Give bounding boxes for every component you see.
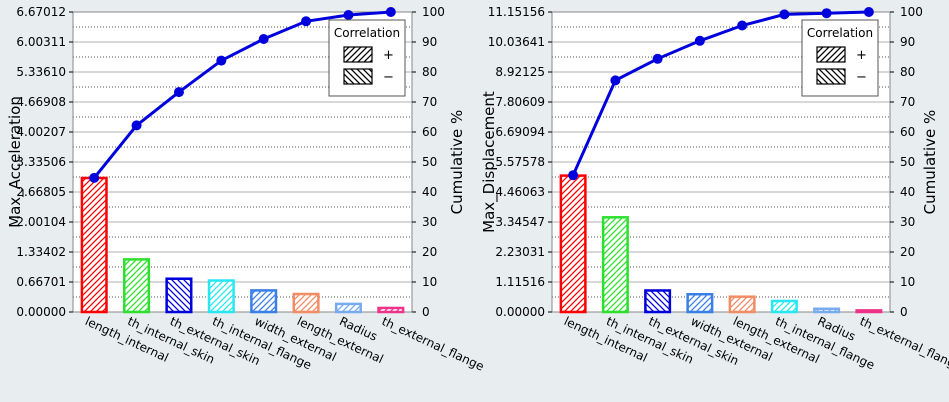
y2-tick-label: 0 [422, 305, 430, 319]
bar-th_internal_flange [207, 279, 235, 314]
y-tick-label: 5.33610 [16, 65, 66, 79]
bar-Radius [813, 307, 841, 314]
y2-tick-label: 40 [422, 185, 437, 199]
y2-tick-label: 50 [422, 155, 437, 169]
y-tick-label: 2.66805 [16, 185, 66, 199]
y-tick-label: 8.92125 [495, 65, 545, 79]
y2-tick-label: 100 [422, 5, 445, 19]
bar-length_internal [559, 174, 587, 314]
cumulative-point [568, 170, 579, 181]
cumulative-point [737, 20, 748, 31]
y2-tick-label: 80 [422, 65, 437, 79]
legend-swatch [816, 68, 846, 85]
y-tick-label: 1.33402 [16, 245, 66, 259]
y-axis-title: Max_Displacement [480, 91, 499, 233]
y-tick-label: 4.46063 [495, 185, 545, 199]
bar-th_internal_skin [123, 258, 151, 314]
y-tick-label: 2.00104 [16, 215, 66, 229]
y-tick-label: 5.57578 [495, 155, 545, 169]
cumulative-point [694, 35, 705, 46]
cumulative-point [216, 55, 227, 66]
legend-item-label: + [383, 48, 394, 63]
y-tick-label: 4.00207 [16, 125, 66, 139]
y-tick-label: 6.00311 [16, 35, 66, 49]
bar-width_external [250, 289, 278, 314]
y2-tick-label: 0 [900, 305, 908, 319]
y-tick-label: 0.00000 [495, 305, 545, 319]
cumulative-point [343, 10, 354, 20]
y2-tick-label: 90 [900, 35, 915, 49]
bar-Radius [334, 302, 362, 314]
cumulative-point [385, 7, 396, 17]
cumulative-point [258, 34, 269, 44]
y2-tick-label: 10 [900, 275, 915, 289]
cumulative-point [821, 8, 832, 19]
bar-th_external_flange [377, 306, 405, 314]
y-tick-label: 3.33506 [16, 155, 66, 169]
legend-swatch [816, 46, 846, 63]
y2-tick-label: 30 [900, 215, 915, 229]
y2-tick-label: 20 [900, 245, 915, 259]
x-tick-label: th_external_flange [380, 314, 487, 374]
legend: Correlation + − [328, 19, 406, 97]
bar-th_internal_skin [601, 216, 629, 314]
legend-item-label: − [856, 70, 867, 85]
y2-tick-label: 70 [422, 95, 437, 109]
cumulative-point [610, 75, 621, 86]
bar-width_external [686, 292, 714, 314]
legend-title: Correlation [807, 26, 873, 40]
legend-swatch [343, 46, 373, 63]
cumulative-point [779, 9, 790, 20]
y-tick-label: 10.03641 [488, 35, 545, 49]
y2-tick-label: 40 [900, 185, 915, 199]
y2-axis-title: Cumulative % [921, 110, 939, 215]
cumulative-line [93, 10, 391, 179]
legend: Correlation + − [801, 19, 879, 97]
legend-item-label: − [383, 70, 394, 85]
y2-tick-label: 50 [900, 155, 915, 169]
y2-tick-label: 30 [422, 215, 437, 229]
y2-tick-label: 10 [422, 275, 437, 289]
y-tick-label: 6.69094 [495, 125, 545, 139]
bar-th_external_skin [165, 277, 193, 314]
bar-length_external [292, 292, 320, 314]
cumulative-point [863, 7, 874, 17]
cumulative-line [571, 10, 869, 176]
y2-tick-label: 20 [422, 245, 437, 259]
legend-item-label: + [856, 48, 867, 63]
cumulative-point [173, 87, 184, 98]
y-tick-label: 7.80609 [495, 95, 545, 109]
y2-tick-label: 80 [900, 65, 915, 79]
y-tick-label: 0.00000 [16, 305, 66, 319]
y2-tick-label: 70 [900, 95, 915, 109]
bar-th_external_skin [644, 289, 672, 314]
y2-tick-label: 90 [422, 35, 437, 49]
bar-length_internal [80, 176, 108, 314]
y-tick-label: 6.67012 [16, 5, 66, 19]
y-tick-label: 4.66908 [16, 95, 66, 109]
y-tick-label: 0.66701 [16, 275, 66, 289]
cumulative-point [89, 172, 100, 183]
chart-2: 0.00000 1.11516 2.23031 3.34547 4.46063 5.575… [480, 5, 949, 374]
y2-tick-label: 60 [422, 125, 437, 139]
legend-swatch [343, 68, 373, 85]
bar-th_internal_flange [770, 299, 798, 314]
y-tick-label: 2.23031 [495, 245, 545, 259]
y-tick-label: 3.34547 [495, 215, 545, 229]
bar-th_external_flange [855, 309, 883, 314]
bar-length_external [728, 295, 756, 314]
y-tick-label: 1.11516 [495, 275, 545, 289]
legend-title: Correlation [334, 26, 400, 40]
cumulative-point [301, 16, 312, 27]
y2-tick-label: 100 [900, 5, 923, 19]
y-axis-title: Max_Acceleration [6, 96, 25, 228]
cumulative-point [131, 120, 142, 131]
y2-tick-label: 60 [900, 125, 915, 139]
chart-1: 0.00000 0.66701 1.33402 2.00104 2.66805 3.335… [6, 5, 486, 374]
cumulative-point [652, 53, 663, 64]
y2-axis-title: Cumulative % [448, 110, 466, 215]
y-tick-label: 11.15156 [488, 5, 545, 19]
